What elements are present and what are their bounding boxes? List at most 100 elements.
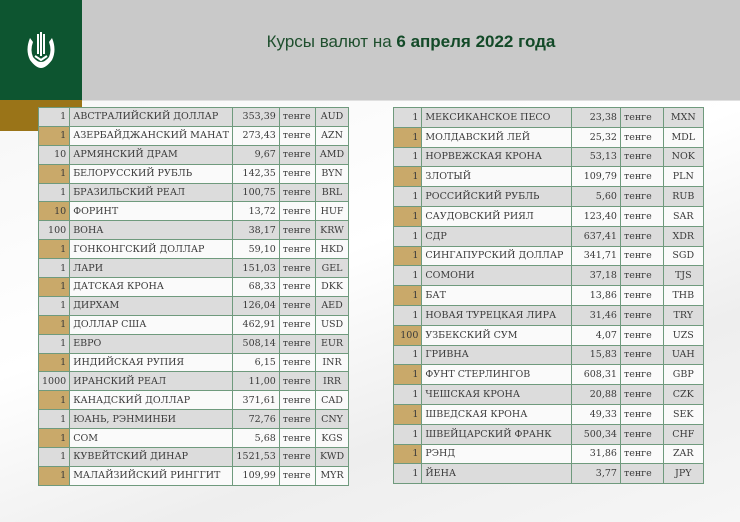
table-row: 1000 ИРАНСКИЙ РЕАЛ 11,00 тенге IRR	[37, 371, 349, 392]
rate-value: 508,14	[231, 333, 280, 354]
rate-value: 100,75	[231, 182, 280, 203]
table-row: 1 САУДОВСКИЙ РИЯЛ 123,40 тенге SAR	[392, 205, 705, 227]
currency-code: PLN	[662, 166, 705, 188]
currency-name: АЗЕРБАЙДЖАНСКИЙ МАНАТ	[69, 125, 233, 146]
table-row: 1 МОЛДАВСКИЙ ЛЕЙ 25,32 тенге MDL	[392, 126, 705, 148]
currency-units: 1	[392, 245, 423, 267]
currency-units: 1	[37, 352, 71, 373]
currency-unit-label: тенге	[619, 304, 664, 326]
currency-code: CNY	[315, 409, 349, 430]
logo	[0, 0, 82, 100]
table-row: 1 ИНДИЙСКАЯ РУПИЯ 6,15 тенге INR	[37, 352, 349, 373]
currency-unit-label: тенге	[619, 166, 664, 188]
currency-code: KWD	[315, 447, 349, 467]
currency-code: CZK	[662, 384, 705, 405]
title-prefix: Курсы валют на	[266, 32, 397, 51]
rate-value: 151,03	[231, 258, 280, 279]
currency-unit-label: тенге	[619, 403, 664, 425]
currency-units: 1	[37, 125, 71, 146]
currency-name: ФОРИНТ	[69, 201, 233, 222]
currency-code: JPY	[662, 463, 705, 485]
currency-name: НОРВЕЖСКАЯ КРОНА	[421, 146, 573, 168]
currency-name: МОЛДАВСКИЙ ЛЕЙ	[421, 126, 573, 148]
rate-value: 25,32	[571, 126, 621, 148]
currency-units: 1	[392, 146, 423, 168]
currency-name: НОВАЯ ТУРЕЦКАЯ ЛИРА	[421, 304, 573, 326]
currency-units: 1	[37, 163, 71, 184]
currency-units: 1	[37, 295, 71, 316]
table-row: 1 ШВЕДСКАЯ КРОНА 49,33 тенге SEK	[392, 403, 705, 425]
table-row: 1 НОРВЕЖСКАЯ КРОНА 53,13 тенге NOK	[392, 146, 705, 168]
currency-name: САУДОВСКИЙ РИЯЛ	[421, 205, 573, 227]
rate-value: 142,35	[231, 163, 280, 184]
currency-unit-label: тенге	[278, 447, 317, 467]
rate-value: 49,33	[571, 403, 621, 425]
currency-units: 1	[37, 239, 71, 260]
currency-name: КАНАДСКИЙ ДОЛЛАР	[69, 390, 233, 411]
rate-value: 59,10	[231, 239, 280, 260]
currency-name: БЕЛОРУССКИЙ РУБЛЬ	[69, 163, 233, 184]
table-row: 1 ГОНКОНГСКИЙ ДОЛЛАР 59,10 тенге HKD	[37, 239, 349, 260]
currency-name: СОМОНИ	[421, 265, 573, 287]
rate-value: 462,91	[231, 314, 280, 335]
rate-value: 5,68	[231, 428, 280, 449]
currency-name: ИРАНСКИЙ РЕАЛ	[69, 371, 233, 392]
table-row: 1 ЙЕНА 3,77 тенге JPY	[392, 463, 705, 485]
currency-units: 1	[37, 465, 71, 486]
currency-code: AMD	[315, 144, 349, 165]
currency-unit-label: тенге	[619, 245, 664, 267]
currency-code: GBP	[662, 364, 705, 386]
currency-unit-label: тенге	[278, 220, 317, 241]
rate-value: 23,38	[571, 107, 621, 128]
currency-units: 1	[392, 423, 423, 445]
page-title: Курсы валют на 6 апреля 2022 года	[82, 32, 740, 52]
currency-unit-label: тенге	[278, 163, 317, 184]
currency-name: БРАЗИЛЬСКИЙ РЕАЛ	[69, 182, 233, 203]
currency-code: MYR	[315, 465, 349, 486]
rate-value: 5,60	[571, 186, 621, 207]
table-row: 1 ШВЕЙЦАРСКИЙ ФРАНК 500,34 тенге CHF	[392, 423, 705, 445]
currency-units: 1	[392, 126, 423, 148]
currency-name: ЧЕШСКАЯ КРОНА	[421, 384, 573, 405]
currency-units: 1	[37, 390, 71, 411]
table-row: 1 АЗЕРБАЙДЖАНСКИЙ МАНАТ 273,43 тенге AZN	[37, 125, 349, 146]
currency-unit-label: тенге	[619, 285, 664, 306]
currency-code: CAD	[315, 390, 349, 411]
rate-value: 72,76	[231, 409, 280, 430]
currency-code: SGD	[662, 245, 705, 267]
rate-value: 1521,53	[231, 447, 280, 467]
currency-name: ИНДИЙСКАЯ РУПИЯ	[69, 352, 233, 373]
currency-code: USD	[315, 314, 349, 335]
currency-code: AED	[315, 295, 349, 316]
currency-unit-label: тенге	[619, 344, 664, 366]
rate-value: 608,31	[571, 364, 621, 386]
rate-value: 353,39	[231, 107, 280, 127]
currency-unit-label: тенге	[619, 364, 664, 386]
currency-code: AZN	[315, 125, 349, 146]
currency-code: HKD	[315, 239, 349, 260]
currency-unit-label: тенге	[278, 201, 317, 222]
currency-code: ZAR	[662, 443, 705, 465]
currency-code: KGS	[315, 428, 349, 449]
currency-units: 1	[392, 265, 423, 287]
currency-unit-label: тенге	[619, 324, 664, 346]
currency-unit-label: тенге	[278, 125, 317, 146]
currency-units: 1	[392, 186, 423, 207]
currency-code: INR	[315, 352, 349, 373]
currency-units: 1	[392, 285, 423, 306]
currency-units: 1000	[37, 371, 71, 392]
table-row: 1 РОССИЙСКИЙ РУБЛЬ 5,60 тенге RUB	[392, 186, 705, 207]
currency-unit-label: тенге	[619, 146, 664, 168]
currency-unit-label: тенге	[278, 409, 317, 430]
currency-name: ДОЛЛАР США	[69, 314, 233, 335]
rate-value: 13,72	[231, 201, 280, 222]
currency-name: ФУНТ СТЕРЛИНГОВ	[421, 364, 573, 386]
rate-value: 123,40	[571, 205, 621, 227]
table-row: 1 АВСТРАЛИЙСКИЙ ДОЛЛАР 353,39 тенге AUD	[37, 107, 349, 127]
title-date: 6 апреля 2022 года	[396, 32, 556, 51]
currency-unit-label: тенге	[619, 463, 664, 485]
currency-name: СОМ	[69, 428, 233, 449]
table-row: 1 СОМОНИ 37,18 тенге TJS	[392, 265, 705, 287]
currency-units: 1	[392, 443, 423, 465]
currency-name: РОССИЙСКИЙ РУБЛЬ	[421, 186, 573, 207]
